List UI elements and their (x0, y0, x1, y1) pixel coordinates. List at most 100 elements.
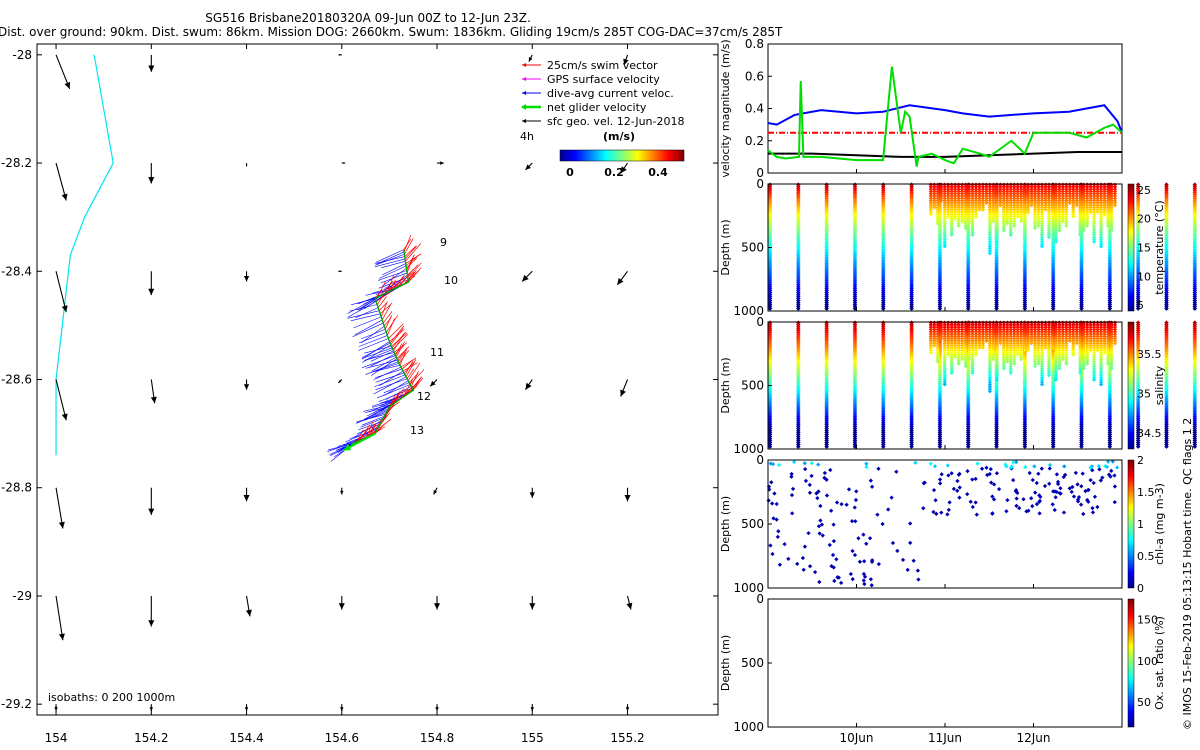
geo-vector-11-head (525, 164, 531, 170)
temperature-sample (1085, 223, 1090, 228)
dac-vector (355, 307, 379, 319)
swim-vector (395, 343, 403, 356)
geo-vector-26-head (620, 389, 626, 397)
dac-vector (381, 260, 406, 269)
dac-vector (373, 364, 401, 372)
swim-vector (394, 345, 405, 355)
map-ytick-label-0: -28 (12, 48, 32, 62)
temperature-sample (928, 212, 933, 217)
temperature-profiles (767, 182, 1198, 311)
swim-vector (401, 360, 413, 370)
track-day-label-2: 11 (430, 346, 444, 359)
temperature-cbar-tick-4: 5 (1137, 299, 1144, 312)
salinity-sample (1012, 361, 1017, 366)
dac-vector (373, 376, 407, 395)
net-track-line (351, 249, 415, 446)
salinity-sample (970, 370, 975, 376)
geo-vector-31-head (433, 489, 438, 495)
dac-vector (360, 417, 384, 428)
temperature-sample (1050, 306, 1056, 311)
swim-vector (389, 329, 405, 342)
dac-vector (370, 350, 394, 362)
map-xtick-label-3: 154.6 (325, 731, 359, 745)
geo-vector-7-head (148, 177, 155, 184)
dac-vector (383, 382, 410, 394)
swim-vector (405, 359, 417, 377)
dac-vector (349, 304, 378, 312)
velocity-panel: 0 0.2 0.4 0.6 0.8 velocity magnitude (m/s) (719, 37, 1123, 180)
geo-vector-39-head (529, 603, 536, 610)
swim-vector (380, 301, 388, 318)
temperature-sample (796, 306, 801, 311)
map-xtick-label-2: 154.4 (229, 731, 263, 745)
geo-vector-27-shaft (55, 487, 64, 529)
temperature-sample (973, 214, 979, 219)
geo-vector-27-head (58, 521, 65, 529)
geo-vector-16-head (338, 270, 341, 273)
velocity-ytick-label-1: 0.2 (745, 134, 764, 148)
geo-vector-18-head (522, 274, 529, 282)
geo-vector-13-shaft (55, 271, 67, 313)
swim-vector (402, 362, 418, 372)
swim-vector (407, 376, 422, 395)
dac-vector (364, 345, 392, 354)
dac-vector (358, 335, 388, 347)
legend-swim: 25cm/s swim vector (522, 59, 658, 72)
temperature-cbar-tick-3: 10 (1137, 270, 1151, 283)
dac-vector (347, 296, 378, 314)
dac-vector (354, 319, 383, 336)
temperature-sample (1039, 244, 1045, 249)
geo-vector-33-head (624, 495, 631, 502)
dac-vector (360, 328, 386, 340)
geo-vector-38-head (433, 603, 441, 610)
legend-label-net: net glider velocity (547, 101, 647, 114)
map-xtick-label-4: 154.8 (420, 731, 454, 745)
geo-vector-30-head (340, 490, 344, 495)
geo-vector-14-head (148, 288, 155, 296)
map-ytick-label-2: -28.4 (1, 264, 32, 278)
track-day-label-0: 9 (440, 236, 447, 249)
map-ticks: 154 154.2 154.4 154.6 154.8 155 155.2 -28 -28.2 -… (1, 44, 718, 745)
swim-vector (397, 351, 406, 362)
swim-vector (388, 323, 404, 339)
dac-vector (363, 405, 392, 420)
dac-vector (384, 279, 409, 289)
dac-vector (371, 395, 405, 407)
temperature-sample (1012, 223, 1017, 228)
swim-vector (377, 296, 387, 308)
legend-label-swim: 25cm/s swim vector (547, 59, 658, 72)
geo-vector-47-head (625, 707, 630, 711)
dac-vector (376, 384, 411, 399)
geo-vector-43-head (244, 707, 249, 711)
dac-vector (347, 310, 380, 319)
colorbar-tick-0: 0 (566, 166, 574, 179)
geo-vector-45-head (435, 707, 439, 711)
swim-vector (352, 432, 366, 444)
temperature-sample (942, 244, 947, 249)
temperature-cbar-tick-1: 20 (1137, 213, 1151, 226)
geo-vector-8-head (245, 164, 248, 167)
swim-vector (403, 235, 412, 253)
geo-vector-44-head (340, 707, 344, 711)
swim-vector (405, 254, 420, 267)
dac-vector (375, 368, 403, 379)
salinity-sample (1046, 373, 1052, 378)
colorbar-tick-2: 0.4 (648, 166, 668, 179)
geo-vector-34-head (58, 633, 65, 641)
geo-vector-41-head (54, 707, 58, 711)
temperature-sample (767, 306, 773, 311)
dac-vector (375, 372, 405, 383)
swim-vector (383, 311, 393, 324)
dac-vector (374, 374, 406, 388)
salinity-sample (949, 370, 954, 376)
legend-net: net glider velocity (521, 101, 647, 114)
dac-vector (365, 361, 399, 375)
geo-vector-5-head (623, 58, 629, 66)
map-xtick-label-1: 154.2 (134, 731, 168, 745)
salinity-sample (1039, 382, 1045, 387)
legend-label-geo: sfc geo. vel. 12-Jun-2018 (547, 115, 684, 128)
legend-label-dac: dive-avg current veloc. (547, 87, 674, 100)
velocity-ytick-label-4: 0.8 (745, 37, 764, 51)
temperature-sample (956, 223, 961, 228)
